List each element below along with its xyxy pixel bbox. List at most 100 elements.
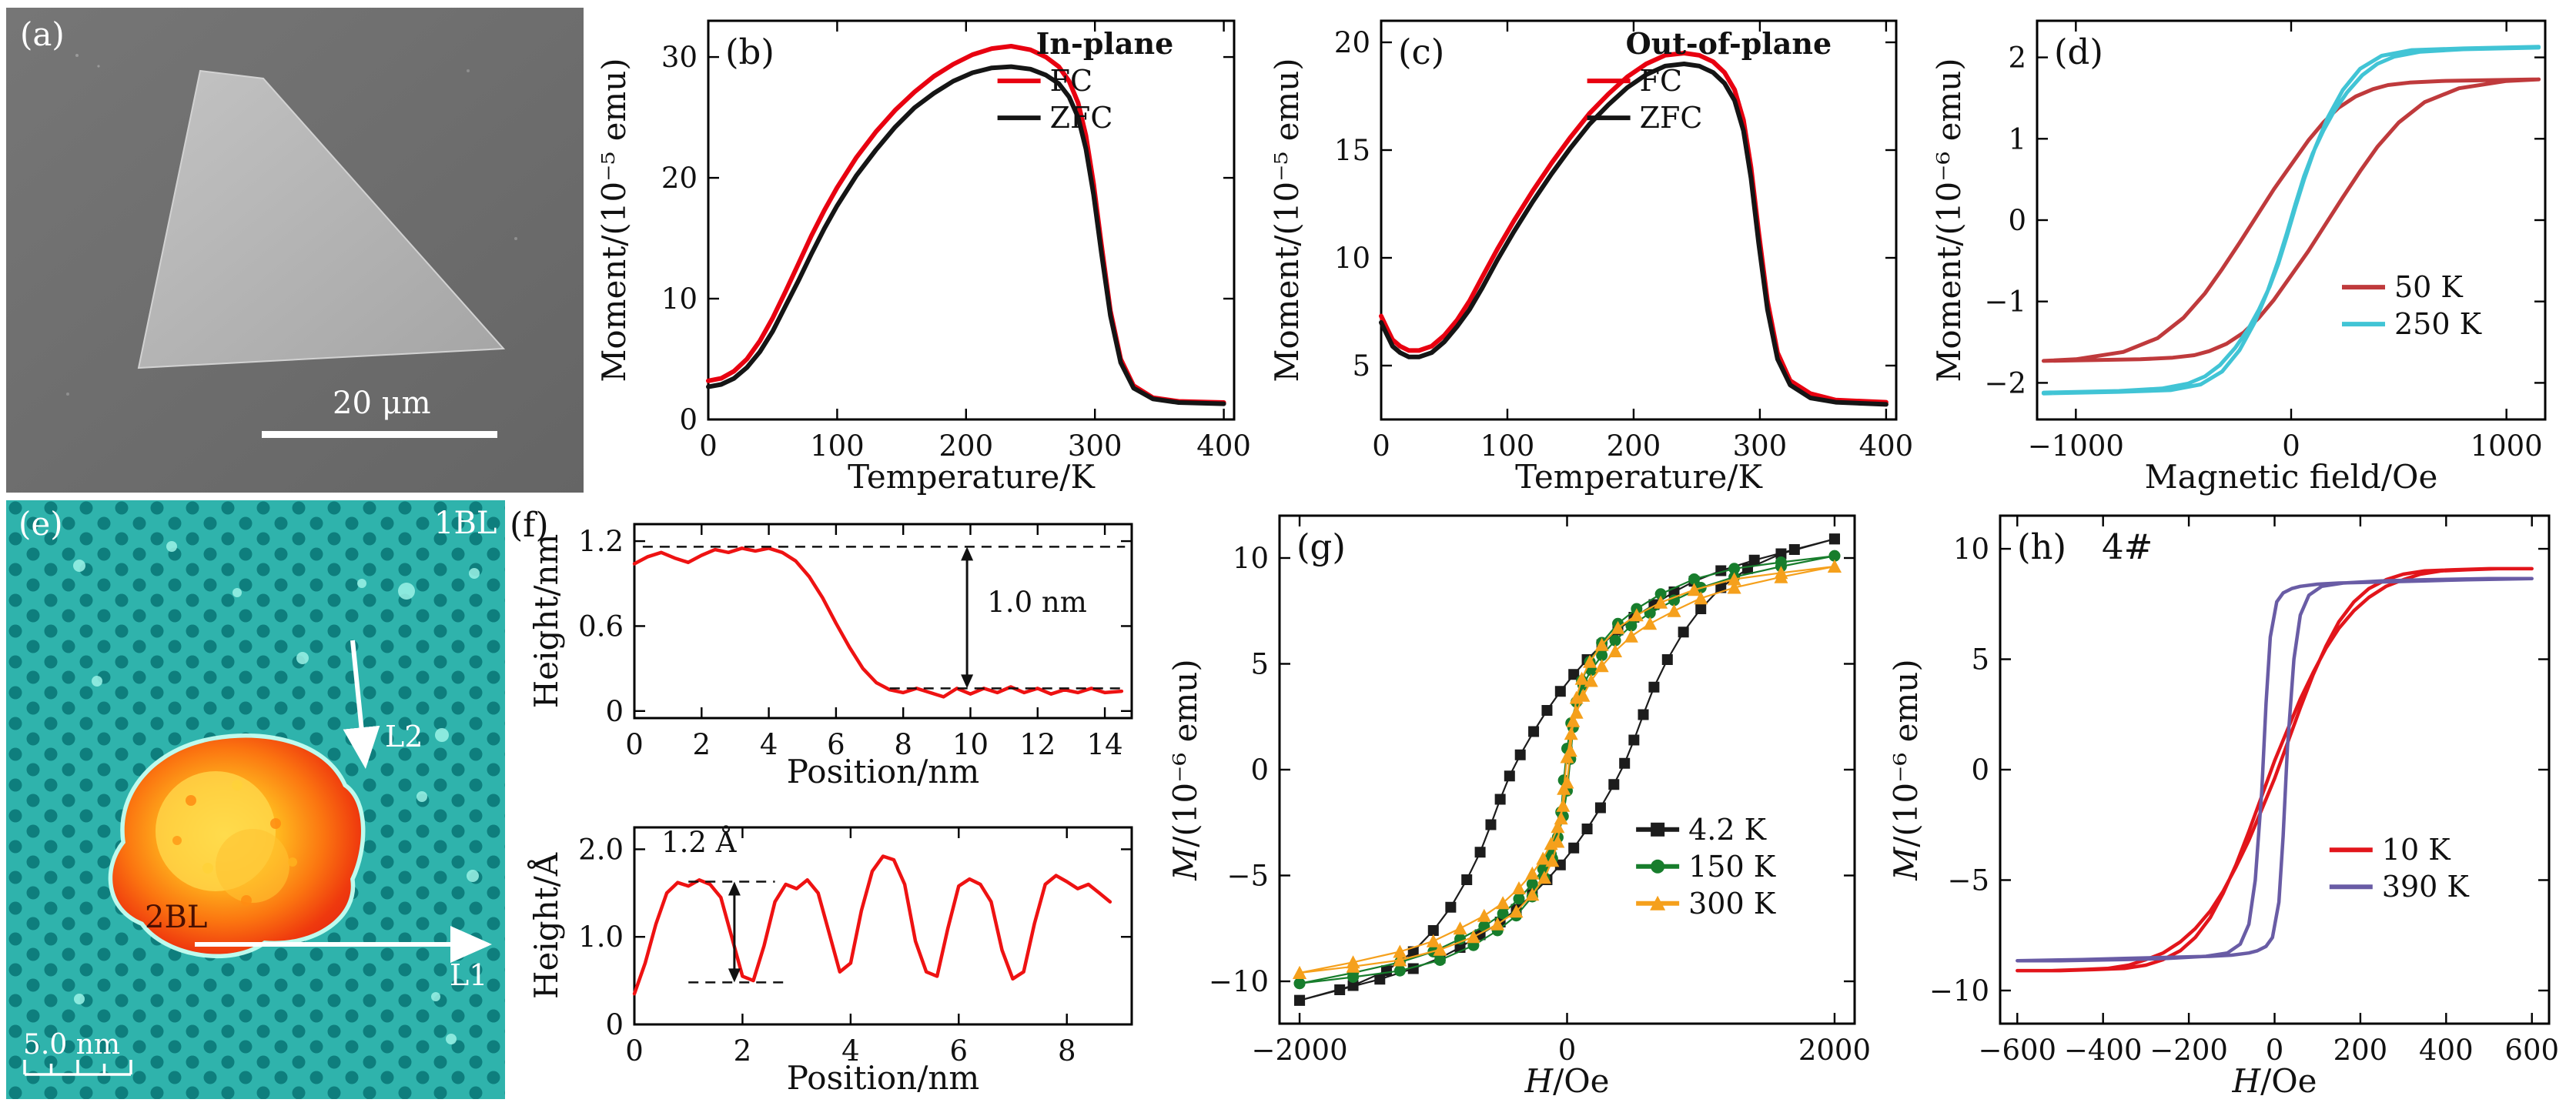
- svg-text:0: 0: [679, 403, 698, 436]
- svg-text:200: 200: [938, 429, 993, 463]
- svg-text:300: 300: [1068, 429, 1122, 463]
- svg-text:2.0: 2.0: [578, 833, 624, 866]
- svg-text:(c): (c): [1398, 32, 1444, 72]
- svg-text:−200: −200: [2149, 1034, 2228, 1067]
- svg-text:0: 0: [2266, 1034, 2284, 1067]
- svg-text:0: 0: [1971, 753, 1989, 787]
- svg-text:H/Oe: H/Oe: [1524, 1062, 1609, 1100]
- svg-text:10: 10: [1233, 542, 1269, 575]
- chart-panel-f-top: 0 2 4 6 8 10 12 14 0 0.6 1.2 Position/nm Height/nm 1.…: [525, 498, 1156, 795]
- svg-text:FC: FC: [1050, 64, 1092, 98]
- svg-text:M/(10⁻⁶ emu): M/(10⁻⁶ emu): [1166, 659, 1204, 880]
- arrow-label-l2: L2: [385, 720, 423, 753]
- svg-text:Height/Å: Height/Å: [527, 852, 565, 999]
- svg-text:50 K: 50 K: [2394, 270, 2463, 304]
- flake-shape: [137, 69, 506, 369]
- svg-text:Moment/(10⁻⁶ emu): Moment/(10⁻⁶ emu): [1930, 58, 1968, 382]
- svg-text:−400: −400: [2064, 1034, 2143, 1067]
- svg-text:100: 100: [1480, 429, 1535, 463]
- svg-text:30: 30: [661, 41, 698, 74]
- svg-text:ZFC: ZFC: [1640, 101, 1703, 135]
- chart-panel-c: 0 100 200 300 400 5 10 15 20 Temperature/K Moment/…: [1266, 2, 1923, 500]
- sem-image: [6, 8, 584, 493]
- sem-panel: (a) 20 μm: [6, 8, 584, 493]
- svg-text:Height/nm: Height/nm: [527, 534, 565, 709]
- svg-text:200: 200: [1607, 429, 1661, 463]
- sem-scale-label: 20 μm: [333, 386, 431, 421]
- svg-text:In-plane: In-plane: [1036, 26, 1174, 61]
- svg-text:15: 15: [1334, 134, 1370, 167]
- svg-text:150 K: 150 K: [1688, 850, 1776, 884]
- svg-text:−10: −10: [1929, 974, 1989, 1007]
- svg-text:12: 12: [1019, 728, 1055, 761]
- arrow-label-l1: L1: [450, 958, 488, 992]
- svg-text:1.0 nm: 1.0 nm: [987, 586, 1087, 619]
- svg-text:−2000: −2000: [1251, 1034, 1347, 1067]
- svg-text:6: 6: [827, 728, 845, 761]
- svg-text:10: 10: [952, 728, 989, 761]
- svg-text:−1: −1: [1984, 286, 2026, 319]
- svg-text:(h): (h): [2017, 526, 2066, 567]
- svg-text:(b): (b): [725, 32, 774, 72]
- sem-scale-bar: [262, 431, 497, 438]
- chart-panel-f-bottom: 0 2 4 6 8 0 1.0 2.0 Position/nm Height/Å 1.2 Å: [525, 804, 1156, 1101]
- svg-text:300: 300: [1733, 429, 1788, 463]
- svg-text:Temperature/K: Temperature/K: [1515, 458, 1763, 496]
- svg-text:ZFC: ZFC: [1050, 101, 1113, 135]
- svg-text:Temperature/K: Temperature/K: [848, 458, 1096, 496]
- svg-text:Position/nm: Position/nm: [787, 753, 980, 790]
- profile-panel: (f) 0 2 4 6 8 10 12 14 0 0.6 1.2 Position/nm Height/…: [507, 496, 1163, 1104]
- svg-text:FC: FC: [1640, 64, 1682, 98]
- svg-text:Position/nm: Position/nm: [787, 1059, 980, 1097]
- svg-text:−5: −5: [1947, 864, 1989, 897]
- svg-text:−600: −600: [1978, 1034, 2056, 1067]
- svg-text:−5: −5: [1226, 860, 1269, 893]
- svg-text:8: 8: [1058, 1034, 1076, 1068]
- svg-text:1.2 Å: 1.2 Å: [661, 825, 738, 859]
- svg-text:300 K: 300 K: [1688, 887, 1776, 921]
- l2-arrow: [343, 640, 380, 769]
- svg-text:Moment/(10⁻⁵ emu): Moment/(10⁻⁵ emu): [595, 58, 633, 382]
- bright-adatoms: [73, 541, 480, 1044]
- svg-text:2: 2: [2008, 42, 2026, 75]
- svg-text:4: 4: [841, 1034, 860, 1068]
- svg-text:1.2: 1.2: [578, 525, 624, 558]
- svg-text:600: 600: [2504, 1034, 2559, 1067]
- svg-text:0.6: 0.6: [578, 610, 624, 643]
- svg-text:10: 10: [661, 282, 698, 316]
- svg-text:14: 14: [1087, 728, 1123, 761]
- stm-image: [6, 500, 505, 1099]
- svg-text:4.2 K: 4.2 K: [1688, 813, 1767, 847]
- svg-text:4#: 4#: [2102, 526, 2153, 567]
- svg-text:2: 2: [734, 1034, 752, 1068]
- stm-scale-label: 5.0 nm: [23, 1029, 121, 1061]
- svg-text:10: 10: [1953, 533, 1989, 566]
- svg-text:20: 20: [1334, 26, 1370, 59]
- svg-text:0: 0: [625, 1034, 644, 1068]
- svg-text:400: 400: [2419, 1034, 2474, 1067]
- svg-text:390 K: 390 K: [2382, 870, 2470, 904]
- stm-scale-ruler: [23, 1060, 132, 1076]
- svg-text:(d): (d): [2054, 32, 2103, 72]
- stm-panel: (e) 1BL 2BL L2 L1 5.0 nm: [6, 500, 505, 1099]
- svg-text:6: 6: [950, 1034, 969, 1068]
- svg-text:0: 0: [605, 1008, 624, 1041]
- svg-text:0: 0: [1250, 753, 1269, 787]
- svg-text:−2: −2: [1984, 366, 2026, 399]
- chart-panel-b: 0 100 200 300 400 0 10 20 30 Temperature/K Moment/…: [593, 2, 1261, 500]
- svg-text:0: 0: [625, 728, 644, 761]
- svg-text:10 K: 10 K: [2382, 833, 2451, 867]
- svg-text:5: 5: [1971, 643, 1989, 677]
- svg-text:0: 0: [2008, 204, 2026, 237]
- panel-a-label: (a): [20, 15, 65, 53]
- svg-text:−10: −10: [1209, 965, 1269, 998]
- svg-text:400: 400: [1859, 429, 1914, 463]
- chart-panel-g: −2000 0 2000 −10 −5 0 5 10 H/Oe M/(10⁻⁶ emu) (g) 4.…: [1164, 496, 1882, 1104]
- svg-text:0: 0: [605, 695, 624, 728]
- svg-text:5: 5: [1352, 349, 1370, 383]
- svg-text:0: 0: [1372, 429, 1390, 463]
- svg-text:8: 8: [894, 728, 912, 761]
- chart-panel-d: −1000 0 1000 −2 −1 0 1 2 Magnetic field/Oe Moment…: [1928, 2, 2574, 500]
- svg-text:4: 4: [760, 728, 778, 761]
- svg-text:Moment/(10⁻⁵ emu): Moment/(10⁻⁵ emu): [1268, 58, 1306, 382]
